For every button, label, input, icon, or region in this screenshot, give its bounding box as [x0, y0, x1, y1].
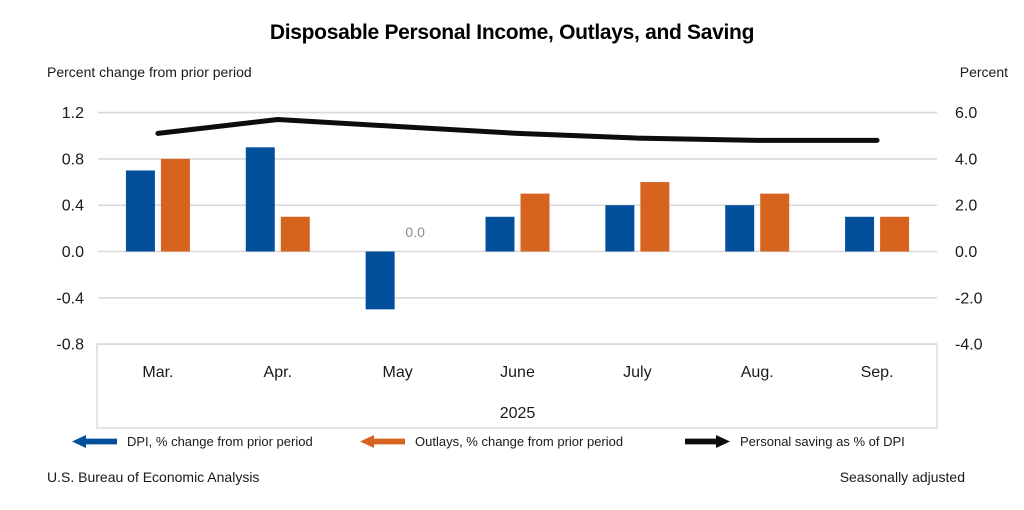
dpi-bar [845, 216, 875, 252]
dpi-bar [605, 205, 635, 252]
saving-right-arrow-icon [685, 434, 730, 448]
dpi-bar [485, 216, 515, 252]
legend-item-outlays: Outlays, % change from prior period [360, 433, 623, 449]
left-tick-label: 0.4 [62, 198, 84, 215]
zero-value-label: 0.0 [405, 224, 425, 240]
left-tick-label: -0.4 [56, 290, 84, 307]
saving-line [155, 117, 880, 143]
outlays-bar [520, 193, 550, 252]
right-tick-label: 6.0 [955, 105, 977, 122]
legend-item-dpi: DPI, % change from prior period [72, 433, 313, 449]
outlays-bar [160, 158, 190, 252]
month-axis-box [96, 343, 938, 429]
left-axis-caption: Percent change from prior period [47, 64, 252, 80]
right-tick-label: 4.0 [955, 151, 977, 168]
month-label: Sep. [861, 364, 894, 381]
right-axis-caption: Percent [959, 64, 1008, 80]
outlays-bar [760, 193, 790, 252]
source-attribution: U.S. Bureau of Economic Analysis [47, 469, 260, 485]
dpi-bar [125, 170, 155, 252]
legend-label-outlays: Outlays, % change from prior period [415, 433, 624, 449]
right-tick-label: 0.0 [955, 244, 977, 261]
right-tick-label: 2.0 [955, 198, 977, 215]
month-label: July [623, 364, 651, 381]
legend-label-dpi: DPI, % change from prior period [127, 433, 313, 449]
legend-item-saving: Personal saving as % of DPI [685, 433, 905, 449]
seasonal-adjustment-note: Seasonally adjusted [839, 469, 965, 485]
month-label: May [383, 364, 413, 381]
dpi-bar [245, 147, 275, 252]
month-label: June [500, 364, 535, 381]
year-label: 2025 [500, 405, 536, 422]
dpi-bar [365, 251, 395, 310]
outlays-bar [640, 182, 670, 252]
right-tick-label: -4.0 [955, 337, 983, 354]
left-tick-label: 0.0 [62, 244, 84, 261]
month-label: Aug. [741, 364, 774, 381]
outlays-bar [880, 216, 910, 252]
left-tick-label: 1.2 [62, 105, 84, 122]
outlays-bar [280, 216, 310, 252]
left-tick-label: 0.8 [62, 151, 84, 168]
month-label: Apr. [264, 364, 292, 381]
outlays-left-arrow-icon [360, 434, 405, 448]
legend-label-saving: Personal saving as % of DPI [740, 433, 905, 449]
month-label: Mar. [142, 364, 173, 381]
dpi-bar [725, 205, 755, 252]
chart-title: Disposable Personal Income, Outlays, and… [269, 21, 755, 44]
right-tick-label: -2.0 [955, 290, 983, 307]
dpi-left-arrow-icon [72, 434, 117, 448]
left-tick-label: -0.8 [56, 337, 84, 354]
